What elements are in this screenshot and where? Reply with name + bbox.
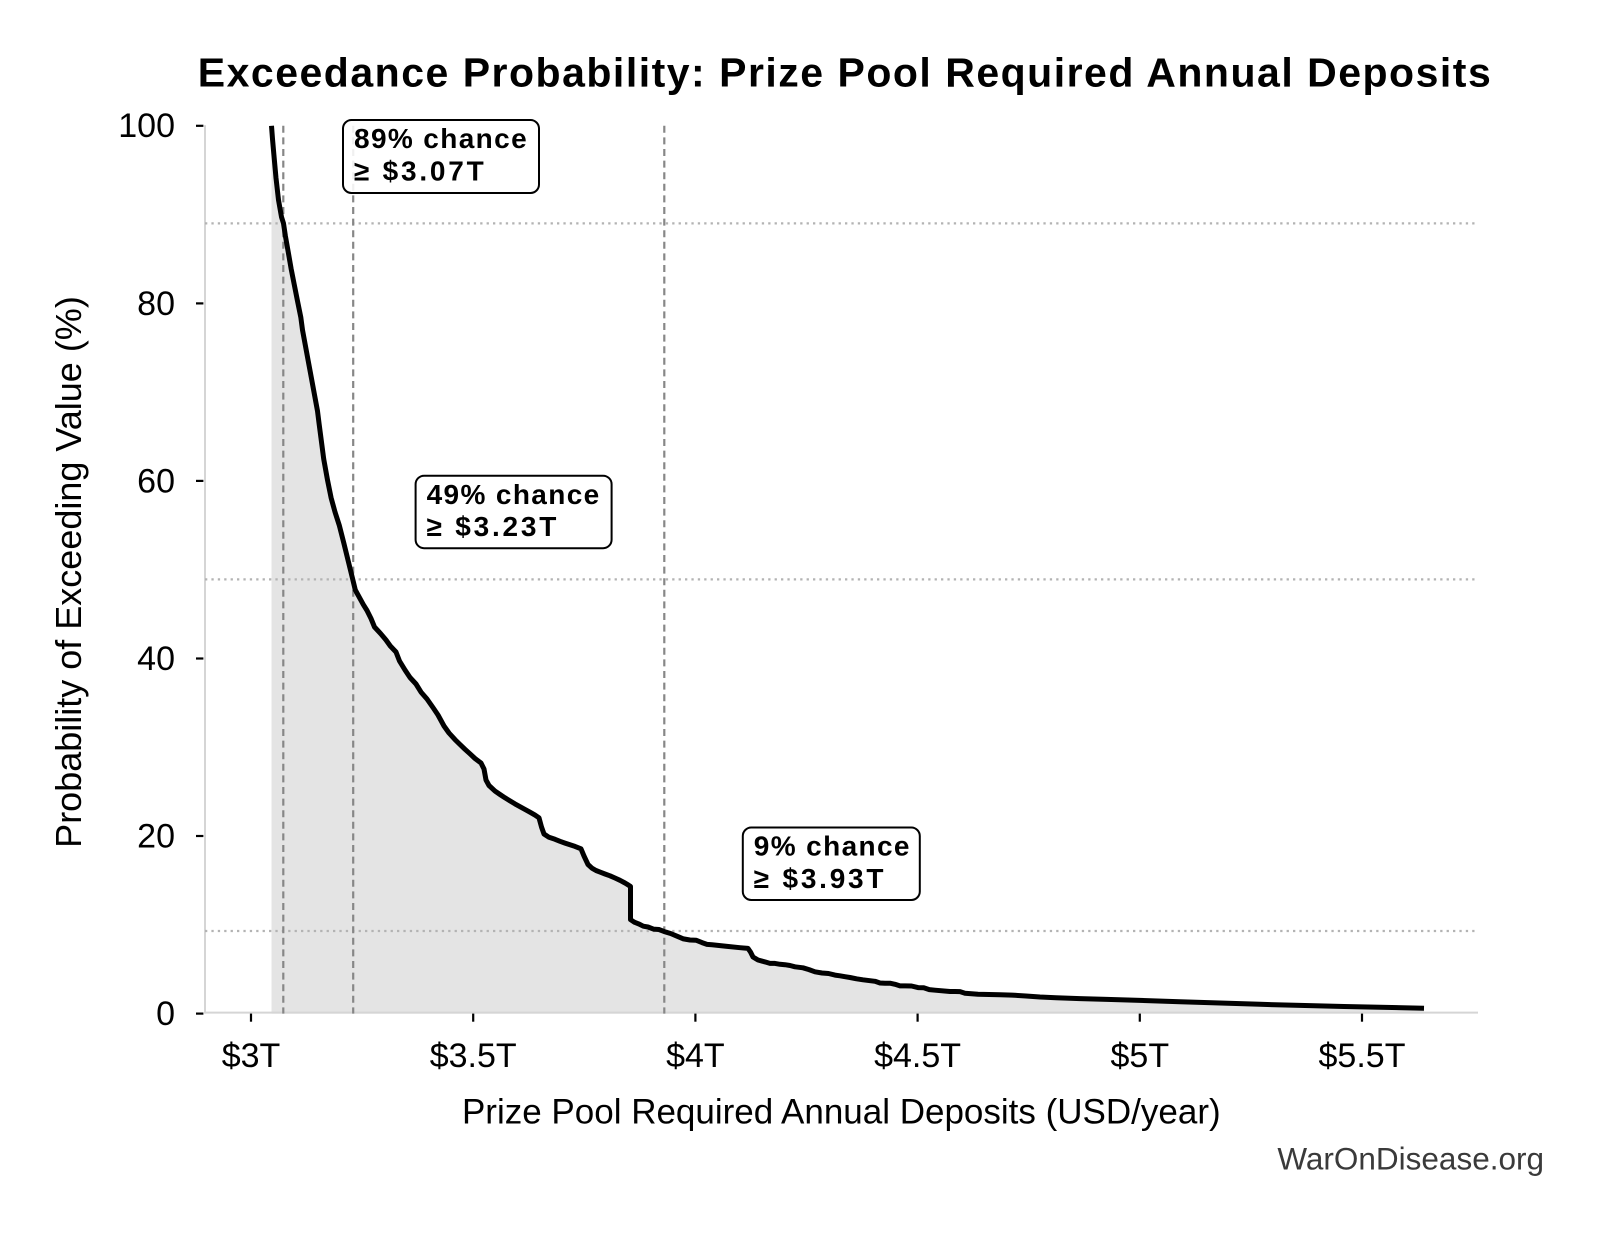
svg-text:0: 0 — [156, 995, 175, 1033]
svg-text:$3.5T: $3.5T — [430, 1037, 517, 1075]
svg-text:$5.5T: $5.5T — [1319, 1037, 1406, 1075]
svg-text:49% chance: 49% chance — [427, 479, 601, 510]
svg-text:≥ $3.93T: ≥ $3.93T — [754, 863, 886, 894]
svg-text:Probability of Exceeding Value: Probability of Exceeding Value (%) — [48, 296, 89, 848]
svg-text:40: 40 — [137, 640, 175, 678]
svg-text:89% chance: 89% chance — [354, 123, 528, 154]
svg-text:≥ $3.23T: ≥ $3.23T — [427, 511, 559, 542]
svg-text:Exceedance Probability: Prize: Exceedance Probability: Prize Pool Requi… — [198, 50, 1493, 96]
svg-text:60: 60 — [137, 462, 175, 500]
svg-text:100: 100 — [118, 107, 175, 145]
svg-text:$4.5T: $4.5T — [874, 1037, 961, 1075]
svg-text:$4T: $4T — [666, 1037, 725, 1075]
svg-text:WarOnDisease.org: WarOnDisease.org — [1277, 1141, 1544, 1177]
svg-text:≥ $3.07T: ≥ $3.07T — [354, 156, 486, 187]
svg-text:80: 80 — [137, 285, 175, 323]
svg-text:$5T: $5T — [1111, 1037, 1170, 1075]
svg-text:$3T: $3T — [222, 1037, 281, 1075]
svg-text:9% chance: 9% chance — [754, 831, 911, 862]
svg-text:Prize Pool Required Annual Dep: Prize Pool Required Annual Deposits (USD… — [462, 1092, 1221, 1131]
svg-text:20: 20 — [137, 817, 175, 855]
